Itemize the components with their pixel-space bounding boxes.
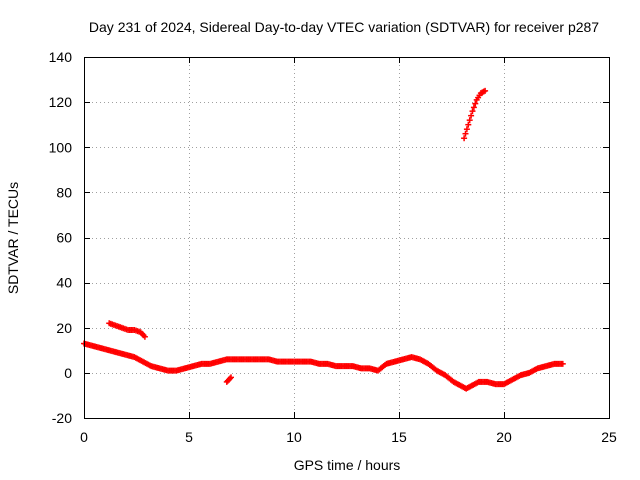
data-point-segment-high	[470, 104, 477, 111]
x-tick-label: 25	[601, 429, 617, 445]
data-point-segment-high	[468, 112, 475, 119]
x-tick-label: 15	[391, 429, 407, 445]
x-tick-label: 10	[286, 429, 302, 445]
data-point-segment-high	[461, 135, 468, 142]
chart-title: Day 231 of 2024, Sidereal Day-to-day VTE…	[89, 19, 599, 35]
data-points	[81, 87, 566, 392]
data-point-segment-short	[228, 374, 234, 381]
y-tick-label: 80	[56, 184, 72, 200]
data-point-segment-high	[462, 130, 469, 137]
x-tick-label: 5	[185, 429, 193, 445]
data-point-segment-high	[466, 117, 473, 124]
data-point-segment-high	[472, 100, 479, 107]
x-tick-label: 20	[496, 429, 512, 445]
data-point-segment-high	[469, 108, 476, 115]
plot-frame	[84, 57, 610, 419]
x-tick-label: 0	[80, 429, 88, 445]
data-point-segment-high	[482, 87, 489, 94]
y-tick-label: -20	[52, 410, 72, 426]
grid	[84, 57, 609, 418]
y-tick-label: 20	[56, 320, 72, 336]
data-point-segment-high	[463, 126, 470, 133]
y-tick-label: 0	[64, 365, 72, 381]
y-tick-label: 100	[49, 139, 73, 155]
y-tick-label: 40	[56, 275, 72, 291]
axis-ticks: 0 5 10 15 20 25 -20 0 20 40 60 80 100 120 140	[49, 49, 617, 445]
data-point-segment-short	[226, 375, 233, 382]
y-tick-label: 120	[49, 94, 73, 110]
x-axis-label: GPS time / hours	[294, 457, 401, 473]
data-point-segment-early	[141, 333, 148, 340]
data-point-segment-high	[465, 121, 472, 128]
y-tick-label: 140	[49, 49, 73, 65]
y-axis-label: SDTVAR / TECUs	[5, 182, 21, 294]
data-point-main	[559, 360, 566, 367]
y-tick-label: 60	[56, 230, 72, 246]
